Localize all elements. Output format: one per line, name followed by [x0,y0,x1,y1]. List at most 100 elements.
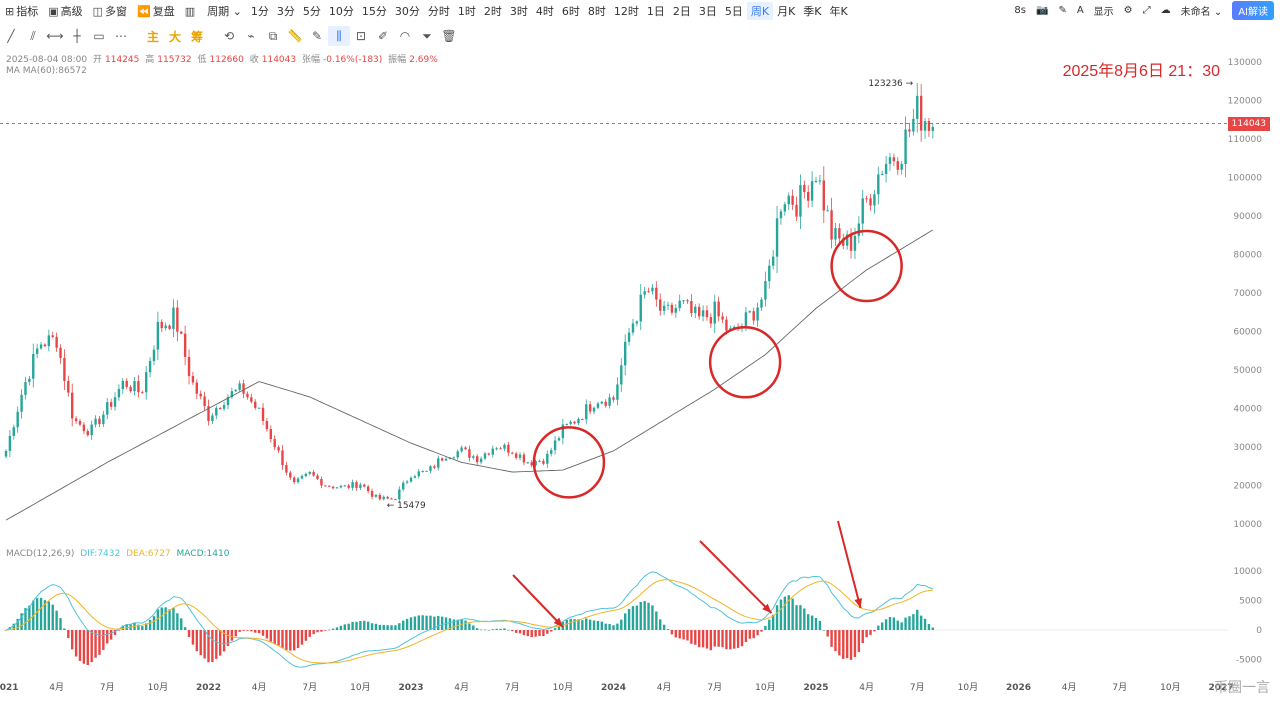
macd-histogram-bar [261,630,265,636]
macd-histogram-bar [51,604,54,630]
ray-tool-icon[interactable]: ⫽ [30,28,36,43]
period-0[interactable]: 1分 [250,5,269,18]
candle-body [861,198,864,224]
ai-analysis-button[interactable]: AI解读 [1232,1,1274,20]
edit-icon[interactable]: ✎ [1058,5,1067,16]
period-17[interactable]: 5日 [724,5,743,18]
period-2[interactable]: 5分 [302,5,321,18]
period-19[interactable]: 月K [777,5,796,18]
rect-tool-icon[interactable]: ▭ [93,29,105,43]
macd-histogram-bar [511,630,514,632]
candle-tool-icon[interactable]: ⫼ [328,26,350,46]
toolbar-item-4[interactable]: ▥ [180,1,202,21]
candle-body [479,458,483,463]
period-16[interactable]: 3日 [698,5,717,18]
macd-histogram-bar [257,630,261,634]
candle-body [265,420,269,430]
macd-histogram-bar [250,630,253,632]
arc-tool-icon[interactable]: ◠ [399,29,411,43]
ruler-tool-icon[interactable]: 📏 [287,29,303,43]
toolbar-item-label: 周期 ⌄ [207,5,242,18]
layout-name[interactable]: 未命名 ⌄ [1180,7,1223,18]
candle-body [254,401,257,408]
toolbar-item-3[interactable]: ⏪ 复盘 [132,1,180,21]
period-18[interactable]: 周K [746,2,774,20]
period-4[interactable]: 15分 [361,5,387,18]
period-9[interactable]: 3时 [509,5,528,18]
candle-body [292,477,296,483]
macd-histogram-bar [339,625,343,630]
candle-body [713,301,716,324]
price-axis-label: 20000 [1233,482,1262,492]
macd-histogram-bar [226,630,230,647]
period-13[interactable]: 12时 [613,5,639,18]
period-3[interactable]: 10分 [328,5,354,18]
period-1[interactable]: 3分 [276,5,295,18]
open-label: 开 [92,55,102,65]
macd-histogram-bar [900,622,903,630]
candle-body [433,466,436,468]
candle-body [581,419,584,421]
candle-body [281,450,284,466]
candle-body [845,234,849,246]
toolbar-item-1[interactable]: ▣ 高级 [43,1,87,21]
toolbar-item-label: 高级 [60,5,83,18]
macd-histogram-bar [137,624,140,630]
annotation-title: 2025年8月6日 21：30 [1062,63,1220,80]
pen-tool-icon[interactable]: ✎ [311,29,323,43]
period-7[interactable]: 1时 [457,5,476,18]
macd-histogram-bar [612,625,615,630]
period-20[interactable]: 季K [803,5,822,18]
refresh-interval[interactable]: 8s [1014,5,1026,16]
candle-body [250,397,253,402]
period-21[interactable]: 年K [829,5,848,18]
big-label[interactable]: 大 [168,29,181,44]
font-icon[interactable]: A [1076,5,1084,16]
macd-histogram-bar [355,621,358,630]
period-15[interactable]: 2日 [672,5,691,18]
toolbar-item-2[interactable]: ◫ 多窗 [88,1,132,21]
toolbar-item-5[interactable]: 周期 ⌄ [202,1,247,21]
filter-tool-icon[interactable]: ⏷ [422,28,432,43]
period-5[interactable]: 30分 [394,5,420,18]
fullscreen-icon[interactable]: ⤢ [1142,5,1151,16]
macd-histogram-bar [479,629,483,631]
candle-body [113,397,117,407]
chip-label[interactable]: 筹 [190,29,203,44]
sync-tool-icon[interactable]: ⟲ [223,29,235,43]
candle-body [779,211,783,219]
trash-tool-icon[interactable]: 🗑 [441,29,457,43]
macd-histogram-bar [398,623,401,630]
candle-body [296,478,300,483]
macd-histogram-bar [152,616,156,630]
top-toolbar: ⊞ 指标 ▣ 高级 ◫ 多窗 ⏪ 复盘 ▥ 周期 ⌄ 1分 3分 5分 10分 15分 30分 分时 1时 2时 3时… [0,0,1280,22]
time-axis-label: 10月 [958,682,978,693]
period-14[interactable]: 1日 [646,5,665,18]
magnet-tool-icon[interactable]: ⌁ [247,29,255,43]
note-tool-icon[interactable]: ✐ [377,29,389,43]
period-11[interactable]: 6时 [561,5,580,18]
line-tool-icon[interactable]: ╱ [7,29,15,43]
vline-tool-icon[interactable]: ┼ [73,29,81,43]
main-label[interactable]: 主 [146,29,159,44]
macd-histogram-bar [47,601,51,630]
hline-tool-icon[interactable]: ⟷ [46,29,64,43]
period-10[interactable]: 4时 [535,5,554,18]
macd-histogram-bar [429,615,432,630]
replay-icon: ⏪ [137,4,151,18]
period-6[interactable]: 分时 [427,5,450,18]
period-8[interactable]: 2时 [483,5,502,18]
more-tool-icon[interactable]: ⋯ [115,29,127,43]
camera-icon[interactable]: 📷 [1035,5,1049,16]
settings-icon[interactable]: ⚙ [1123,5,1133,16]
lock-tool-icon[interactable]: ⊡ [355,29,367,43]
macd-histogram-bar [783,596,787,630]
toolbar-item-0[interactable]: ⊞ 指标 [0,1,43,21]
copy-tool-icon[interactable]: ⧉ [268,28,278,43]
period-12[interactable]: 8时 [587,5,606,18]
price-chart[interactable]: 1000020000300004000050000600007000080000… [0,46,1280,701]
candle-body [370,491,374,497]
macd-histogram-bar [807,614,810,630]
display-button[interactable]: 显示 [1093,7,1114,18]
candle-body [102,414,105,425]
